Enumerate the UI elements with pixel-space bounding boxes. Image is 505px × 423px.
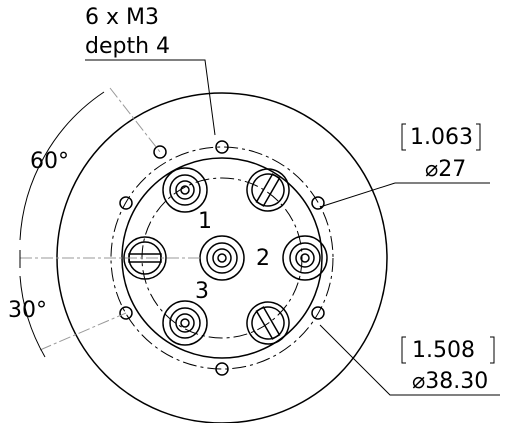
callout-line1: 6 x M3: [85, 5, 159, 30]
geometry: [20, 87, 388, 423]
dimensions: [19, 59, 500, 396]
dim-outer-inch: 1.508: [412, 338, 475, 363]
bolt-circle: [110, 146, 334, 370]
dim-inner-mm: ⌀27: [425, 157, 466, 182]
annotations: 6 x M3 depth 4 60° 30° 1.063 ⌀27 1.508 ⌀…: [8, 5, 495, 394]
holes: [119, 140, 325, 376]
dim-outer-mm: ⌀38.30: [412, 369, 488, 394]
angle-lower: 30°: [8, 298, 47, 323]
label-3: 3: [195, 279, 209, 304]
callout-line2: depth 4: [85, 34, 170, 59]
fittings: [123, 167, 328, 346]
angle-upper: 60°: [30, 149, 69, 174]
label-1: 1: [198, 209, 212, 234]
label-2: 2: [256, 246, 270, 271]
dim-inner-inch: 1.063: [410, 125, 473, 150]
